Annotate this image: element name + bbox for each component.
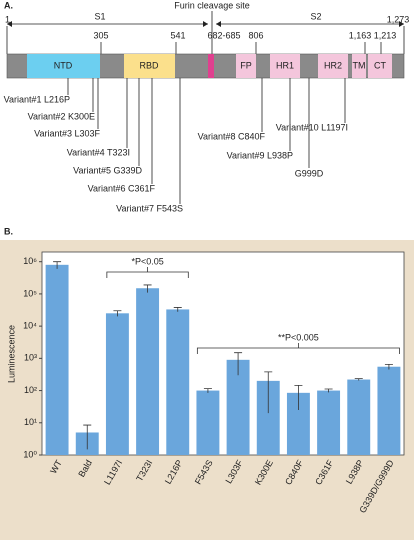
furin-label: Furin cleavage site xyxy=(174,0,250,10)
panel-label: B. xyxy=(4,226,13,236)
variant-label: Variant#2 K300E xyxy=(28,111,95,121)
y-tick-label: 10⁰ xyxy=(23,449,37,459)
variant-label: Variant#1 L216P xyxy=(4,94,70,104)
position: 541 xyxy=(170,30,185,40)
y-tick-label: 10² xyxy=(24,385,37,395)
y-tick-label: 10³ xyxy=(24,353,37,363)
error-bar xyxy=(324,388,333,393)
plot-area xyxy=(41,251,405,456)
domain xyxy=(27,54,100,78)
variant-label: Variant#8 C840F xyxy=(198,131,266,141)
furin-site xyxy=(208,54,214,78)
variant-label: Variant#6 C361F xyxy=(88,183,156,193)
position: 1,163 xyxy=(349,30,372,40)
domain xyxy=(236,54,256,78)
domain xyxy=(352,54,366,78)
y-tick-label: 10¹ xyxy=(24,417,37,427)
bar xyxy=(377,366,401,455)
error-bar xyxy=(234,352,243,376)
domain-label: TM xyxy=(353,60,366,70)
bar xyxy=(136,288,160,455)
panel-label: A. xyxy=(4,0,13,10)
arrow-heads xyxy=(7,21,404,27)
annotation: **P<0.005 xyxy=(278,332,319,342)
error-bar xyxy=(203,388,212,393)
bar xyxy=(105,313,129,455)
y-tick-label: 10⁶ xyxy=(23,256,37,266)
error-bar xyxy=(384,363,393,370)
domain-label: CT xyxy=(374,60,386,70)
variant-label: Variant#10 L1197I xyxy=(276,122,348,132)
error-bar xyxy=(53,261,62,269)
error-bar xyxy=(173,307,182,312)
y-tick-label: 10⁵ xyxy=(23,288,37,298)
variant-label: Variant#4 T323I xyxy=(67,147,130,157)
bar xyxy=(166,309,190,455)
error-bar xyxy=(113,310,122,317)
bar xyxy=(347,379,371,455)
bar xyxy=(256,380,280,455)
bar xyxy=(45,264,69,455)
domain xyxy=(368,54,392,78)
position: 1,273 xyxy=(387,14,410,24)
domain xyxy=(124,54,175,78)
domain-label: NTD xyxy=(54,60,73,70)
error-bar xyxy=(143,284,152,293)
bracket xyxy=(196,343,400,354)
variant-label: Variant#7 F543S xyxy=(116,203,183,213)
error-bar xyxy=(294,384,303,410)
position: 305 xyxy=(93,30,108,40)
domain-label: FP xyxy=(240,60,252,70)
error-bar xyxy=(264,371,273,414)
error-bar xyxy=(354,378,363,381)
position: 1,213 xyxy=(374,30,397,40)
domain xyxy=(270,54,300,78)
position: 806 xyxy=(248,30,263,40)
s2-label: S2 xyxy=(310,11,321,21)
variant-label: Variant#9 L938P xyxy=(227,150,293,160)
y-axis-label: Luminescence xyxy=(6,325,16,383)
position-ticks xyxy=(6,26,405,54)
variant-label: G999D xyxy=(295,168,324,178)
position: 1 xyxy=(5,14,10,24)
bracket xyxy=(106,267,189,278)
variant-label: Variant#5 G339D xyxy=(73,165,142,175)
bar xyxy=(286,392,310,455)
position: 682-685 xyxy=(207,30,240,40)
variant-lines xyxy=(67,78,346,204)
domain-label: HR1 xyxy=(276,60,294,70)
domain-label: RBD xyxy=(139,60,159,70)
variant-label: Variant#3 L303F xyxy=(34,128,100,138)
domain-label: HR2 xyxy=(324,60,342,70)
bar xyxy=(196,390,220,455)
bar xyxy=(317,390,341,455)
domain xyxy=(318,54,348,78)
bar xyxy=(226,359,250,455)
annotation: *P<0.05 xyxy=(131,256,163,266)
y-tick-label: 10⁴ xyxy=(23,321,37,331)
error-bar xyxy=(83,424,92,450)
s1-label: S1 xyxy=(94,11,105,21)
